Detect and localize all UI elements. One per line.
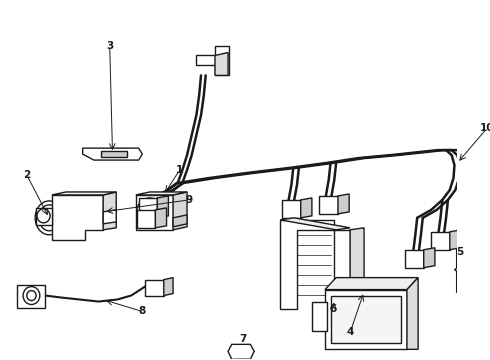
Text: 2: 2 (23, 170, 30, 180)
Polygon shape (431, 232, 450, 250)
Polygon shape (103, 210, 116, 224)
Bar (331, 296, 401, 343)
Polygon shape (164, 278, 173, 296)
Text: 7: 7 (239, 334, 246, 345)
Polygon shape (407, 278, 418, 349)
Text: 9: 9 (185, 195, 193, 205)
Polygon shape (215, 53, 228, 75)
Text: 10: 10 (480, 123, 490, 133)
Polygon shape (338, 194, 349, 214)
Polygon shape (157, 196, 169, 218)
Polygon shape (155, 208, 167, 228)
Text: 8: 8 (139, 306, 146, 316)
Polygon shape (83, 148, 142, 160)
Polygon shape (145, 280, 164, 296)
Bar (325, 289, 407, 349)
Polygon shape (454, 264, 473, 276)
Polygon shape (52, 195, 103, 240)
Polygon shape (136, 195, 173, 230)
Text: 1: 1 (176, 165, 183, 175)
Ellipse shape (37, 209, 50, 223)
Text: 3: 3 (106, 41, 113, 50)
Bar (312, 302, 327, 332)
Polygon shape (325, 278, 418, 289)
Polygon shape (103, 192, 116, 230)
Polygon shape (173, 192, 187, 230)
Polygon shape (52, 192, 116, 195)
Polygon shape (282, 200, 301, 218)
Polygon shape (405, 250, 424, 268)
Ellipse shape (23, 287, 40, 305)
Polygon shape (319, 196, 338, 214)
Ellipse shape (27, 291, 36, 301)
Polygon shape (280, 218, 350, 230)
Polygon shape (18, 285, 46, 307)
Polygon shape (196, 45, 229, 75)
Ellipse shape (39, 205, 59, 231)
Polygon shape (350, 228, 364, 300)
Polygon shape (228, 345, 254, 359)
Bar (101, 151, 127, 157)
Ellipse shape (35, 201, 63, 235)
Polygon shape (280, 220, 350, 310)
Polygon shape (139, 198, 157, 218)
Polygon shape (424, 248, 435, 268)
Ellipse shape (137, 198, 163, 226)
Bar (236, 359, 248, 360)
Polygon shape (173, 215, 187, 227)
Text: 6: 6 (330, 305, 337, 315)
Text: 4: 4 (346, 327, 354, 337)
Ellipse shape (142, 204, 157, 220)
Polygon shape (136, 192, 187, 195)
Polygon shape (36, 208, 52, 225)
Polygon shape (137, 210, 155, 228)
Text: 5: 5 (456, 247, 464, 257)
Polygon shape (301, 198, 312, 218)
Ellipse shape (147, 209, 152, 215)
Polygon shape (450, 230, 461, 250)
